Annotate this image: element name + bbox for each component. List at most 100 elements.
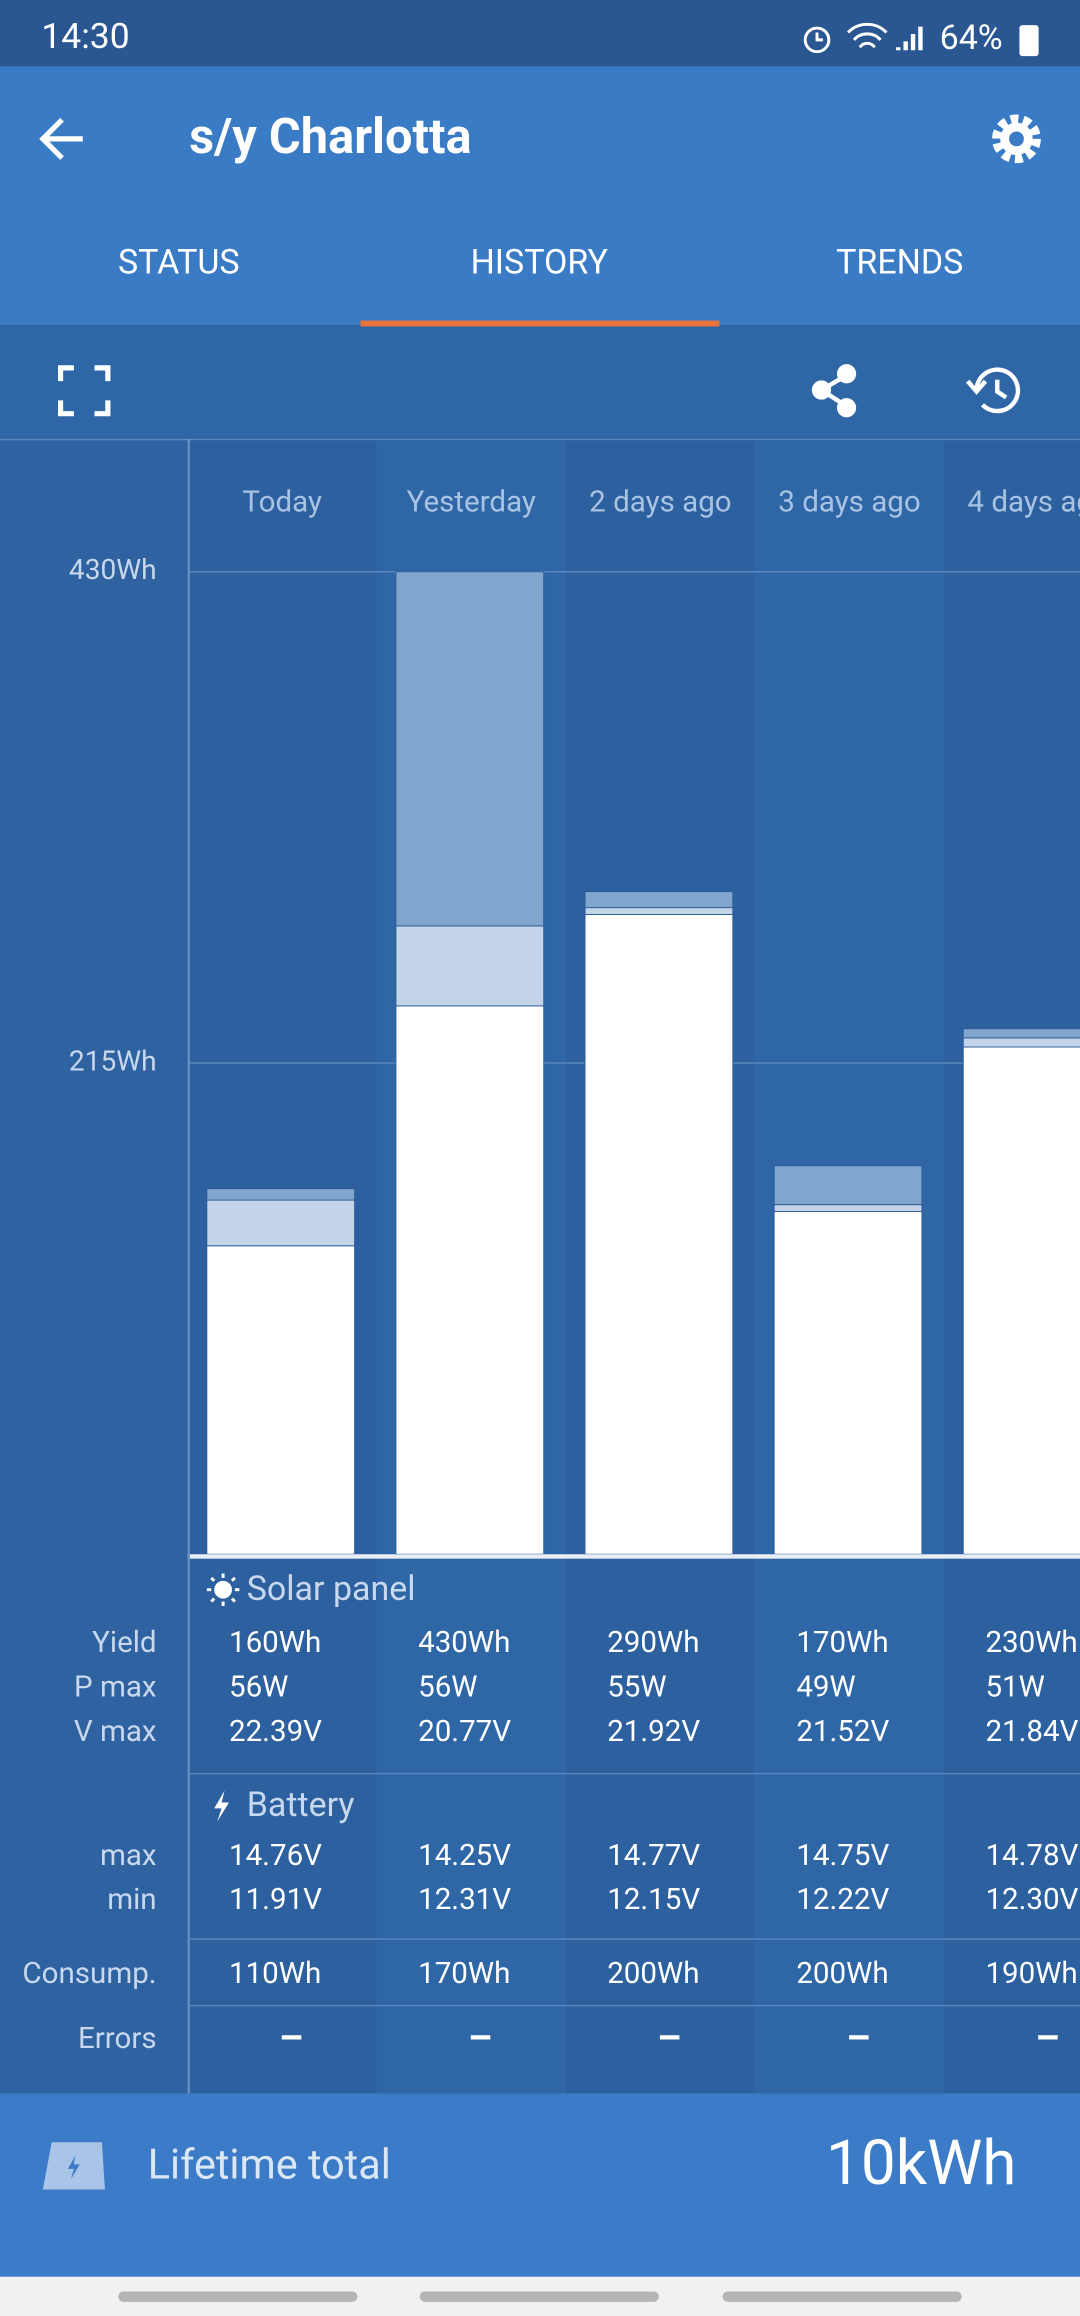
tab[interactable]: HISTORY [471, 242, 609, 282]
table-divider [187, 2004, 1080, 2007]
row-label: min [107, 1883, 156, 1917]
back-button[interactable] [39, 117, 83, 160]
lifetime-label: Lifetime total [148, 2141, 391, 2189]
tab-indicator [360, 320, 720, 327]
cell-value: 190Wh [985, 1957, 1077, 1991]
cell-value: 110Wh [229, 1957, 321, 1991]
bar-segment [395, 1005, 545, 1555]
cell-value: 14.78V [985, 1839, 1078, 1873]
cell-value: 430Wh [418, 1626, 510, 1660]
cell-value: 22.39V [229, 1715, 322, 1749]
lifetime-value: 10kWh [826, 2127, 1016, 2200]
error-value: – [846, 2015, 870, 2060]
bar-segment [773, 1211, 923, 1555]
history-button[interactable] [966, 367, 1021, 414]
table-divider [187, 1772, 1080, 1775]
section-title: Battery [247, 1785, 355, 1825]
toolbar [0, 326, 1080, 439]
bar-segment [773, 1204, 923, 1212]
cell-value: 51W [985, 1670, 1044, 1704]
row-label: Consump. [22, 1957, 156, 1991]
y-tick-label: 430Wh [69, 553, 157, 586]
cell-value: 21.92V [607, 1715, 700, 1749]
x-tick-label: 3 days ago [778, 486, 920, 520]
app-bar [0, 66, 1080, 326]
cell-value: 160Wh [229, 1626, 321, 1660]
cell-value: 14.76V [229, 1839, 322, 1873]
bar-segment [395, 925, 545, 1007]
share-button[interactable] [811, 364, 857, 418]
cell-value: 14.75V [796, 1839, 889, 1873]
error-value: – [279, 2015, 303, 2060]
error-value: – [657, 2015, 681, 2060]
cell-value: 56W [418, 1670, 477, 1704]
cell-value: 290Wh [607, 1626, 699, 1660]
lifetime-panel [0, 2093, 1080, 2277]
bar-segment [206, 1199, 356, 1247]
cell-value: 170Wh [418, 1957, 510, 1991]
bar-segment [962, 1046, 1080, 1555]
cell-value: 12.31V [418, 1883, 511, 1917]
fullscreen-button[interactable] [57, 365, 111, 417]
cell-value: 21.52V [796, 1715, 889, 1749]
bar-segment [584, 907, 734, 915]
cell-value: 14.77V [607, 1839, 700, 1873]
cell-value: 12.22V [796, 1883, 889, 1917]
error-value: – [468, 2015, 492, 2060]
bar-segment [584, 914, 734, 1555]
cell-value: 56W [229, 1670, 288, 1704]
x-tick-label: Yesterday [407, 486, 536, 520]
nav-handle[interactable] [118, 2291, 358, 2302]
cell-value: 12.15V [607, 1883, 700, 1917]
y-tick-label: 215Wh [69, 1044, 157, 1077]
status-icons [803, 22, 923, 54]
row-label: Errors [78, 2022, 157, 2056]
settings-button[interactable] [992, 114, 1041, 164]
tab[interactable]: STATUS [118, 242, 240, 282]
x-tick-label: 2 days ago [589, 486, 731, 520]
cell-value: 11.91V [229, 1883, 322, 1917]
app-title: s/y Charlotta [189, 108, 471, 165]
bar-segment [584, 891, 734, 909]
status-bar [0, 0, 1080, 67]
bar-segment [962, 1028, 1080, 1039]
battery-percent: 64% [940, 18, 1003, 58]
nav-handle[interactable] [419, 2291, 659, 2302]
cell-value: 49W [796, 1670, 855, 1704]
row-label: V max [74, 1715, 157, 1749]
bar-segment [206, 1188, 356, 1201]
bar-segment [395, 571, 545, 927]
toolbar-divider [0, 438, 1080, 441]
bar-segment [206, 1245, 356, 1555]
row-label: max [100, 1839, 157, 1873]
solar-icon [206, 1573, 240, 1606]
clock: 14:30 [41, 15, 129, 57]
cell-value: 200Wh [607, 1957, 699, 1991]
row-label: P max [74, 1670, 157, 1704]
nav-handle[interactable] [722, 2291, 962, 2302]
battery-icon [1019, 25, 1039, 57]
bar-segment [962, 1037, 1080, 1048]
axis-line [187, 438, 190, 2094]
cell-value: 20.77V [418, 1715, 511, 1749]
chart-baseline [187, 1554, 1080, 1559]
x-tick-label: Today [242, 486, 322, 520]
x-tick-label: 4 days ago [967, 486, 1080, 520]
cell-value: 170Wh [796, 1626, 888, 1660]
row-label: Yield [92, 1626, 156, 1660]
cell-value: 12.30V [985, 1883, 1078, 1917]
cell-value: 200Wh [796, 1957, 888, 1991]
cell-value: 230Wh [985, 1626, 1077, 1660]
battery-section-icon [214, 1790, 230, 1822]
error-value: – [1035, 2015, 1059, 2060]
cell-value: 14.25V [418, 1839, 511, 1873]
section-title: Solar panel [247, 1569, 416, 1609]
cell-value: 21.84V [985, 1715, 1078, 1749]
tab[interactable]: TRENDS [836, 242, 963, 282]
lifetime-icon-bolt [67, 2155, 80, 2180]
cell-value: 55W [607, 1670, 666, 1704]
table-divider [187, 1938, 1080, 1940]
